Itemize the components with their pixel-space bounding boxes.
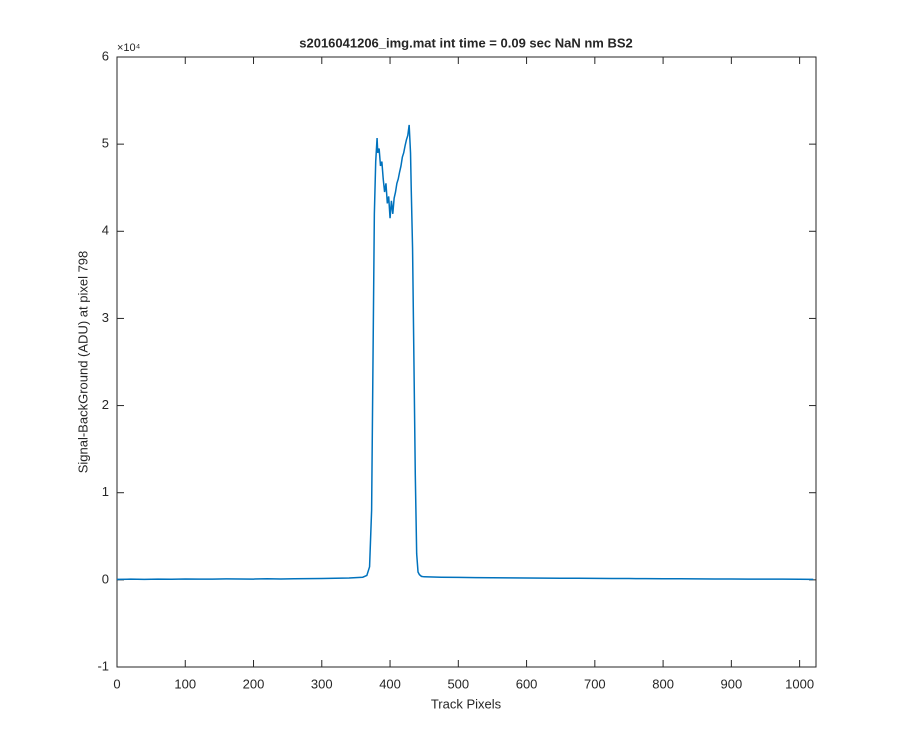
x-tick-label: 800 bbox=[652, 676, 674, 691]
chart-title: s2016041206_img.mat int time = 0.09 sec … bbox=[299, 35, 633, 50]
y-tick-label: 3 bbox=[102, 310, 109, 325]
y-tick-label: 2 bbox=[102, 397, 109, 412]
y-exponent: ×10⁴ bbox=[117, 42, 141, 54]
x-tick-label: 600 bbox=[516, 676, 538, 691]
data-line bbox=[116, 124, 814, 581]
plot-frame bbox=[116, 56, 817, 668]
y-tick-label: 5 bbox=[102, 136, 109, 151]
y-tick-label: 1 bbox=[102, 484, 109, 499]
x-tick-label: 700 bbox=[584, 676, 606, 691]
x-tick-label: 1000 bbox=[785, 676, 814, 691]
x-tick-label: 400 bbox=[379, 676, 401, 691]
x-tick-label: 200 bbox=[243, 676, 265, 691]
y-tick-label: 4 bbox=[102, 223, 109, 238]
x-tick-label: 100 bbox=[174, 676, 196, 691]
x-tick-label: 500 bbox=[447, 676, 469, 691]
y-tick-label: 6 bbox=[102, 48, 109, 63]
x-tick-label: 900 bbox=[721, 676, 743, 691]
y-tick-label: -1 bbox=[97, 658, 109, 673]
x-axis-label: Track Pixels bbox=[431, 696, 502, 711]
x-tick-label: 0 bbox=[113, 676, 120, 691]
y-tick-label: 0 bbox=[102, 571, 109, 586]
y-axis-label: Signal-BackGround (ADU) at pixel 798 bbox=[75, 251, 90, 474]
x-tick-label: 300 bbox=[311, 676, 333, 691]
